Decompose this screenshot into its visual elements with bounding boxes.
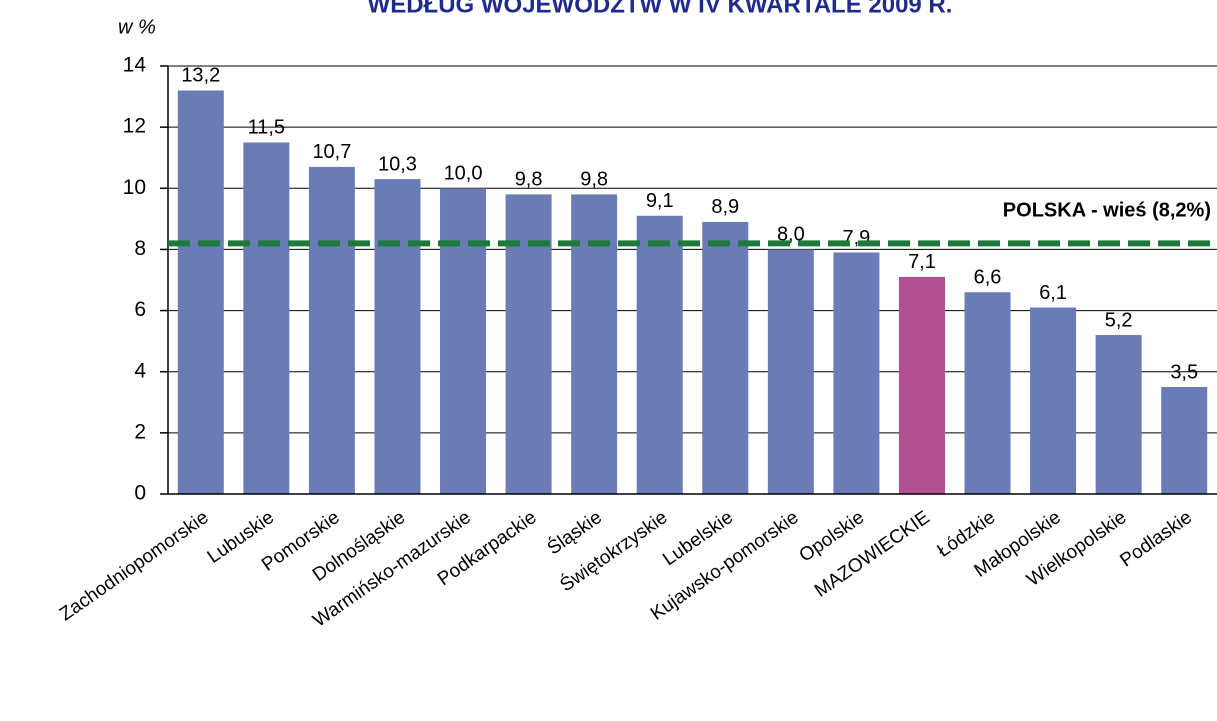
value-label: 6,6 (974, 267, 1002, 289)
value-label: 9,1 (646, 190, 674, 212)
y-tick-label: 4 (134, 359, 146, 382)
value-label: 10,7 (312, 141, 351, 163)
bar (440, 188, 487, 495)
reference-label: POLSKA - wieś (8,2%) (1003, 200, 1211, 222)
x-tick-label: Zachodniopomorskie (56, 507, 213, 625)
value-label: 10,3 (378, 153, 417, 175)
value-label: 5,2 (1105, 309, 1133, 331)
y-axis-label: w % (118, 16, 156, 38)
value-label: 8,0 (777, 224, 805, 246)
y-tick-label: 2 (134, 420, 146, 443)
bar (505, 194, 552, 494)
y-tick-label: 14 (123, 54, 147, 77)
bar (1030, 307, 1077, 494)
value-label: 11,5 (248, 117, 285, 139)
value-label: 9,8 (515, 169, 543, 191)
y-tick-label: 8 (134, 237, 146, 260)
value-label: 10,0 (444, 163, 483, 185)
bar (702, 221, 749, 494)
y-tick-label: 6 (134, 298, 146, 321)
x-tick-label: Świętokrzyskie (556, 506, 672, 596)
bar (1161, 387, 1208, 494)
value-label: 13,2 (181, 65, 220, 87)
value-label: 7,1 (908, 251, 936, 273)
bar (374, 179, 421, 494)
bar (833, 252, 880, 494)
bar (243, 142, 290, 494)
bar (308, 166, 355, 494)
value-label: 8,9 (711, 196, 739, 218)
y-tick-label: 0 (134, 482, 146, 505)
bar (571, 194, 618, 494)
x-tick-label: MAZOWIECKIE (811, 507, 934, 602)
bar (767, 249, 814, 494)
bar (177, 90, 224, 494)
y-tick-label: 12 (123, 115, 146, 138)
chart-title: WEDŁUG WOJEWÓDZTW W IV KWARTALE 2009 R. (368, 0, 953, 18)
x-tick-label: Podlaskie (1116, 507, 1196, 571)
bar (1095, 335, 1142, 494)
value-label: 6,1 (1039, 282, 1067, 304)
y-tick-label: 10 (123, 176, 146, 199)
bar (636, 215, 683, 495)
bar (964, 292, 1011, 494)
bar (898, 276, 945, 494)
value-label: 9,8 (580, 169, 608, 191)
value-label: 3,5 (1170, 361, 1198, 383)
